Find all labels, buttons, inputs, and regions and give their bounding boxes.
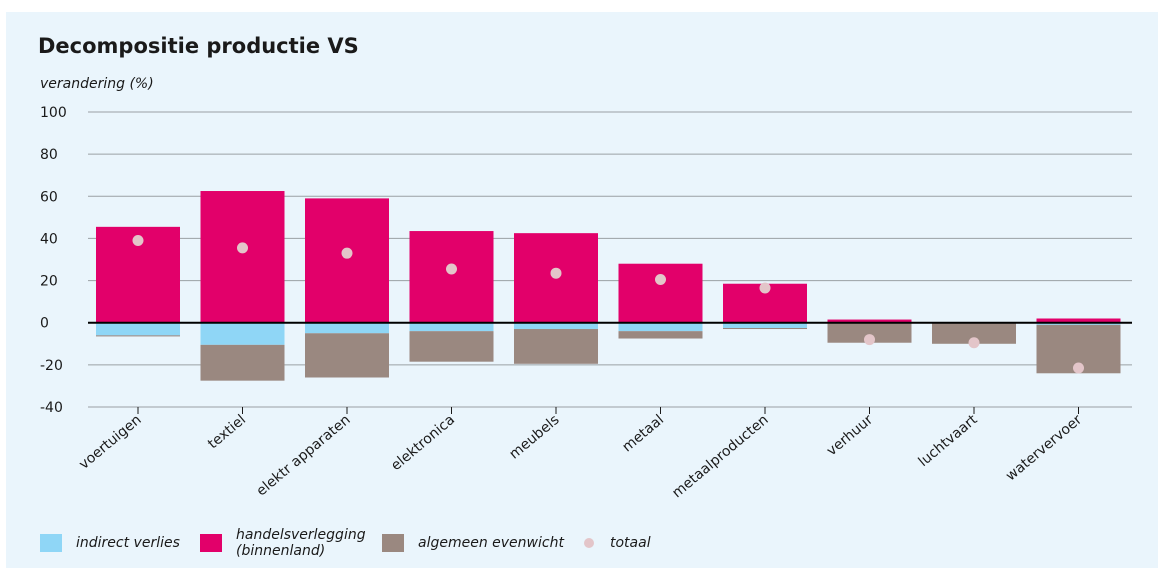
- x-tick-label: verhuur: [824, 412, 876, 460]
- bar-indirect-verlies: [305, 322, 389, 334]
- x-tick-label: meubels: [506, 412, 562, 463]
- legend-swatch-algemeen: [382, 534, 404, 552]
- legend-item-algemeen: algemeen evenwicht: [382, 526, 564, 560]
- point-totaal: [759, 282, 771, 294]
- y-tick-label: 100: [40, 105, 67, 121]
- total-points: [132, 235, 1084, 374]
- point-totaal: [968, 337, 980, 349]
- legend-swatch-indirect: [40, 534, 62, 552]
- point-totaal: [655, 274, 666, 286]
- legend-swatch-handels: [200, 534, 222, 552]
- bar-indirect-verlies: [409, 322, 494, 332]
- legend-label-totaal: totaal: [610, 535, 651, 551]
- legend-label-algemeen: algemeen evenwicht: [418, 535, 564, 551]
- bar-indirect-verlies: [1036, 322, 1121, 325]
- bar-indirect-verlies: [514, 322, 598, 330]
- x-tick-label: voertuigen: [76, 412, 144, 473]
- bar-indirect-verlies: [200, 322, 285, 345]
- x-tick-label: elektronica: [388, 412, 458, 474]
- legend-item-indirect: indirect verlies: [40, 526, 180, 560]
- x-ticks: [137, 407, 1079, 414]
- point-totaal: [237, 242, 248, 254]
- legend-item-totaal: totaal: [580, 526, 651, 560]
- bar-algemeen-evenwicht: [305, 333, 389, 378]
- point-totaal: [132, 235, 144, 247]
- bar-indirect-verlies: [96, 322, 180, 336]
- bar-algemeen-evenwicht: [96, 335, 180, 337]
- bar-algemeen-evenwicht: [618, 331, 703, 339]
- bar-algemeen-evenwicht: [723, 327, 807, 330]
- x-tick-labels: voertuigen textiel elektr apparaten elektro…: [76, 411, 1085, 501]
- point-totaal: [341, 247, 353, 259]
- legend-item-handels: handelsverlegging (binnenland): [200, 526, 366, 560]
- legend-label-handels-line2: (binnenland): [236, 543, 326, 559]
- y-tick-label: -40: [40, 400, 63, 416]
- y-tick-label: 40: [40, 231, 58, 247]
- legend-swatch-totaal: [584, 538, 594, 548]
- bar-handelsverlegging: [200, 191, 285, 323]
- bar-handelsverlegging: [409, 231, 494, 323]
- bar-handelsverlegging: [305, 198, 389, 323]
- chart-title: Decompositie productie VS: [38, 34, 359, 58]
- y-tick-label: 20: [40, 274, 58, 290]
- legend-label-handels-line1: handelsverlegging: [236, 527, 366, 543]
- y-tick-label: -20: [40, 358, 63, 374]
- x-tick-label: watervervoer: [1003, 412, 1085, 485]
- y-tick-label: 80: [40, 147, 58, 163]
- point-totaal: [864, 334, 875, 346]
- x-tick-label: metaal: [619, 412, 667, 456]
- bar-indirect-verlies: [723, 322, 807, 328]
- x-tick-label: luchtvaart: [916, 411, 981, 470]
- bar-handelsverlegging: [1036, 318, 1121, 323]
- x-tick-label: textiel: [205, 412, 249, 453]
- bar-algemeen-evenwicht: [514, 329, 598, 364]
- bar-algemeen-evenwicht: [932, 322, 1016, 344]
- point-totaal: [550, 267, 562, 279]
- bar-handelsverlegging: [827, 319, 912, 323]
- legend: indirect verlies handelsverlegging (binn…: [40, 526, 1140, 562]
- bars: [96, 191, 1121, 381]
- y-tick-labels: 100 80 60 40 20 0 -20 -40: [40, 105, 67, 416]
- y-tick-label: 0: [40, 316, 49, 332]
- bar-algemeen-evenwicht: [409, 331, 494, 362]
- point-totaal: [1073, 362, 1084, 374]
- x-tick-label: metaalproducten: [669, 412, 771, 501]
- bar-algemeen-evenwicht: [827, 322, 912, 343]
- bar-indirect-verlies: [618, 322, 703, 332]
- legend-label-indirect: indirect verlies: [76, 535, 180, 551]
- bar-handelsverlegging: [618, 263, 703, 323]
- bar-algemeen-evenwicht: [200, 344, 285, 381]
- x-tick-label: elektr apparaten: [254, 412, 354, 500]
- point-totaal: [446, 263, 457, 275]
- y-tick-label: 60: [40, 189, 58, 205]
- y-axis-label: verandering (%): [40, 76, 154, 92]
